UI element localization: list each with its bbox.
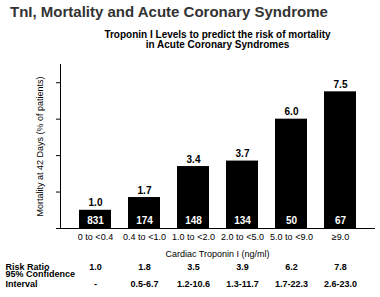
html-text:TnI, Mortality and Acute Coron: TnI, Mortality and Acute Coronary Syndro… bbox=[10, 3, 328, 20]
svg-text:1.8: 1.8 bbox=[138, 262, 151, 272]
svg-text:67: 67 bbox=[335, 215, 347, 226]
svg-text:1.0: 1.0 bbox=[89, 262, 102, 272]
svg-text:2.0 to <5.0: 2.0 to <5.0 bbox=[221, 232, 264, 242]
svg-text:0.4 to <1.0: 0.4 to <1.0 bbox=[123, 232, 166, 242]
svg-text:3.5: 3.5 bbox=[187, 262, 200, 272]
svg-text:Risk Ratio: Risk Ratio bbox=[5, 261, 50, 272]
svg-text:50: 50 bbox=[286, 215, 298, 226]
svg-text:Cardiac Troponin I (ng/ml): Cardiac Troponin I (ng/ml) bbox=[165, 249, 269, 259]
svg-text:1.7-22.3: 1.7-22.3 bbox=[275, 279, 308, 289]
svg-text:3.7: 3.7 bbox=[236, 148, 250, 159]
svg-text:6.2: 6.2 bbox=[285, 262, 298, 272]
svg-text:148: 148 bbox=[185, 215, 202, 226]
svg-text:1.3-11.7: 1.3-11.7 bbox=[226, 279, 259, 289]
svg-text:Mortality at 42 Days (% of pat: Mortality at 42 Days (% of patients) bbox=[35, 76, 45, 216]
svg-text:174: 174 bbox=[136, 215, 153, 226]
svg-text:1.2-10.6: 1.2-10.6 bbox=[177, 279, 210, 289]
svg-text:7.8: 7.8 bbox=[334, 262, 347, 272]
svg-text:831: 831 bbox=[87, 215, 104, 226]
svg-text:≥9.0: ≥9.0 bbox=[332, 232, 349, 242]
svg-text:0 to <0.4: 0 to <0.4 bbox=[78, 232, 113, 242]
svg-text:-: - bbox=[94, 279, 97, 289]
svg-text:2.6-23.0: 2.6-23.0 bbox=[324, 279, 357, 289]
svg-text:3.4: 3.4 bbox=[187, 154, 201, 165]
svg-text:3.9: 3.9 bbox=[236, 262, 249, 272]
svg-text:7.5: 7.5 bbox=[334, 79, 348, 90]
svg-text:1.0 to <2.0: 1.0 to <2.0 bbox=[172, 232, 215, 242]
svg-text:95% ConfidenceInterval: 95% ConfidenceInterval bbox=[6, 269, 76, 289]
svg-text:1.0: 1.0 bbox=[89, 197, 103, 208]
svg-text:6.0: 6.0 bbox=[285, 106, 299, 117]
svg-text:1.7: 1.7 bbox=[138, 185, 152, 196]
svg-text:134: 134 bbox=[234, 215, 251, 226]
svg-text:0.5-6.7: 0.5-6.7 bbox=[130, 279, 158, 289]
svg-text:5.0 to <9.0: 5.0 to <9.0 bbox=[270, 232, 313, 242]
svg-text:Troponin I Levels to predict t: Troponin I Levels to predict the risk of… bbox=[104, 29, 331, 50]
